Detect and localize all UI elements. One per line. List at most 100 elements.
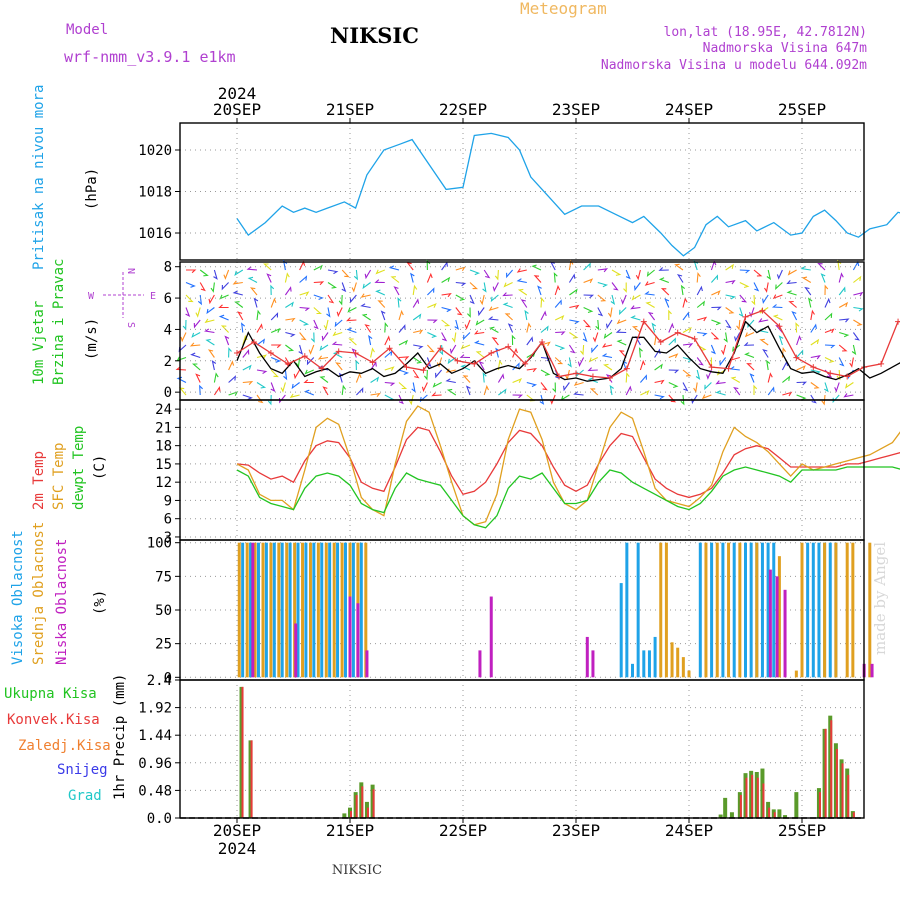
wind-barb xyxy=(845,382,854,389)
wind-barb xyxy=(796,334,802,346)
wind-barb xyxy=(603,332,613,339)
y-tick-label: 1.92 xyxy=(138,701,172,717)
wind-barb xyxy=(310,332,315,343)
wind-barb xyxy=(753,269,763,277)
wind-barb xyxy=(313,294,324,301)
wind-barb xyxy=(319,344,329,352)
wind-barb xyxy=(832,394,840,404)
y-axis-unit: (%) xyxy=(92,590,108,615)
wind-barb xyxy=(554,299,562,308)
wind-barb xyxy=(469,269,481,276)
wind-barb xyxy=(668,369,680,374)
gust-marker xyxy=(556,373,563,380)
wind-barb xyxy=(291,382,300,390)
wind-barb xyxy=(646,269,655,278)
wind-barb xyxy=(838,357,845,367)
y-tick-label: 50 xyxy=(155,603,172,619)
gust-marker xyxy=(844,373,851,380)
wind-barb xyxy=(597,294,607,302)
wind-barb xyxy=(560,394,570,401)
wind-barb xyxy=(595,319,600,331)
wind-barb xyxy=(356,387,364,396)
wind-barb xyxy=(537,285,542,296)
wind-barb xyxy=(303,389,315,396)
wind-barb xyxy=(398,394,404,405)
model-name: wrf-nmm_v3.9.1 e1km xyxy=(64,48,236,66)
wind-barb xyxy=(583,294,595,299)
wind-barb xyxy=(852,260,860,271)
wind-barb xyxy=(494,269,499,281)
y-tick-label: 100 xyxy=(147,536,172,552)
bar-cloud_mid xyxy=(316,542,320,678)
elevation-label: Nadmorska Visina 647m xyxy=(703,41,868,56)
wind-barb xyxy=(280,382,286,393)
panels-layer: 1016 1018 1020 Pritisak na nivou mora (hPa) 3… xyxy=(4,85,900,840)
bar-cloud_mid xyxy=(237,542,241,678)
y-axis-unit: (C) xyxy=(92,455,108,480)
wind-barb xyxy=(597,268,609,273)
wind-barb xyxy=(299,332,307,341)
x-tick-label-top: 24SEP xyxy=(665,100,713,119)
wind-barb xyxy=(526,322,532,333)
wind-barb xyxy=(506,269,514,279)
wind-barb xyxy=(263,263,272,271)
wind-barb xyxy=(732,344,741,353)
wind-barb xyxy=(195,307,201,318)
series-line-dewpoint xyxy=(236,466,900,529)
bar-precip_conv xyxy=(751,774,754,818)
wind-barb xyxy=(820,273,826,283)
wind-barb xyxy=(285,344,295,352)
wind-barb xyxy=(482,282,487,293)
y-tick-label: 4 xyxy=(164,322,172,338)
wind-barb xyxy=(341,269,350,278)
wind-barb xyxy=(601,353,613,359)
bar-cloud_mid xyxy=(794,670,798,678)
x-tick-label-bottom: 22SEP xyxy=(439,821,487,840)
wind-barb xyxy=(555,344,566,351)
wind-barb xyxy=(739,269,751,274)
wind-barb xyxy=(483,269,491,279)
wind-barb xyxy=(185,281,196,288)
wind-barb xyxy=(601,343,613,348)
wind-barb xyxy=(412,357,423,364)
wind-barb xyxy=(824,382,829,393)
wind-barb xyxy=(711,319,722,326)
bar-precip_conv xyxy=(745,777,748,818)
wind-barb xyxy=(242,349,250,358)
gust-marker xyxy=(640,318,647,325)
wind-barb xyxy=(725,319,732,329)
wind-barb xyxy=(725,263,734,271)
bar-cloud_high xyxy=(653,636,657,678)
wind-barb xyxy=(680,284,686,296)
wind-barb xyxy=(459,354,471,359)
panel-wind: 0 2 4 6 8 10m Vjetar Brzina i Pravac (m/s) W E N S xyxy=(31,259,900,401)
gust-marker xyxy=(742,313,749,320)
bar-cloud_high xyxy=(296,542,300,678)
wind-barb xyxy=(270,327,281,334)
y-axis-title: SFC Temp xyxy=(51,443,67,510)
bar-cloud_high xyxy=(721,542,725,678)
wind-barb xyxy=(398,356,410,361)
bar-cloud_mid xyxy=(676,647,680,678)
wind-barb xyxy=(193,319,201,329)
bar-cloud_mid xyxy=(293,542,297,678)
wind-barb xyxy=(285,317,296,323)
bar-precip_conv xyxy=(773,812,776,818)
wind-barb xyxy=(616,319,627,325)
wind-barb xyxy=(710,259,717,271)
wind-barb xyxy=(674,263,684,271)
wind-barb xyxy=(668,309,672,320)
y-axis-title: dewpt Temp xyxy=(71,426,87,510)
wind-barb xyxy=(607,307,613,318)
wind-barb xyxy=(176,356,187,362)
wind-barb xyxy=(413,329,424,335)
wind-barb xyxy=(611,269,622,276)
wind-barb xyxy=(441,332,448,342)
wind-barb xyxy=(206,307,215,315)
wind-barb-field xyxy=(175,259,864,406)
wind-barb xyxy=(776,269,783,280)
wind-barb xyxy=(696,272,701,283)
wind-barb xyxy=(283,369,288,381)
wind-barb xyxy=(412,369,420,379)
